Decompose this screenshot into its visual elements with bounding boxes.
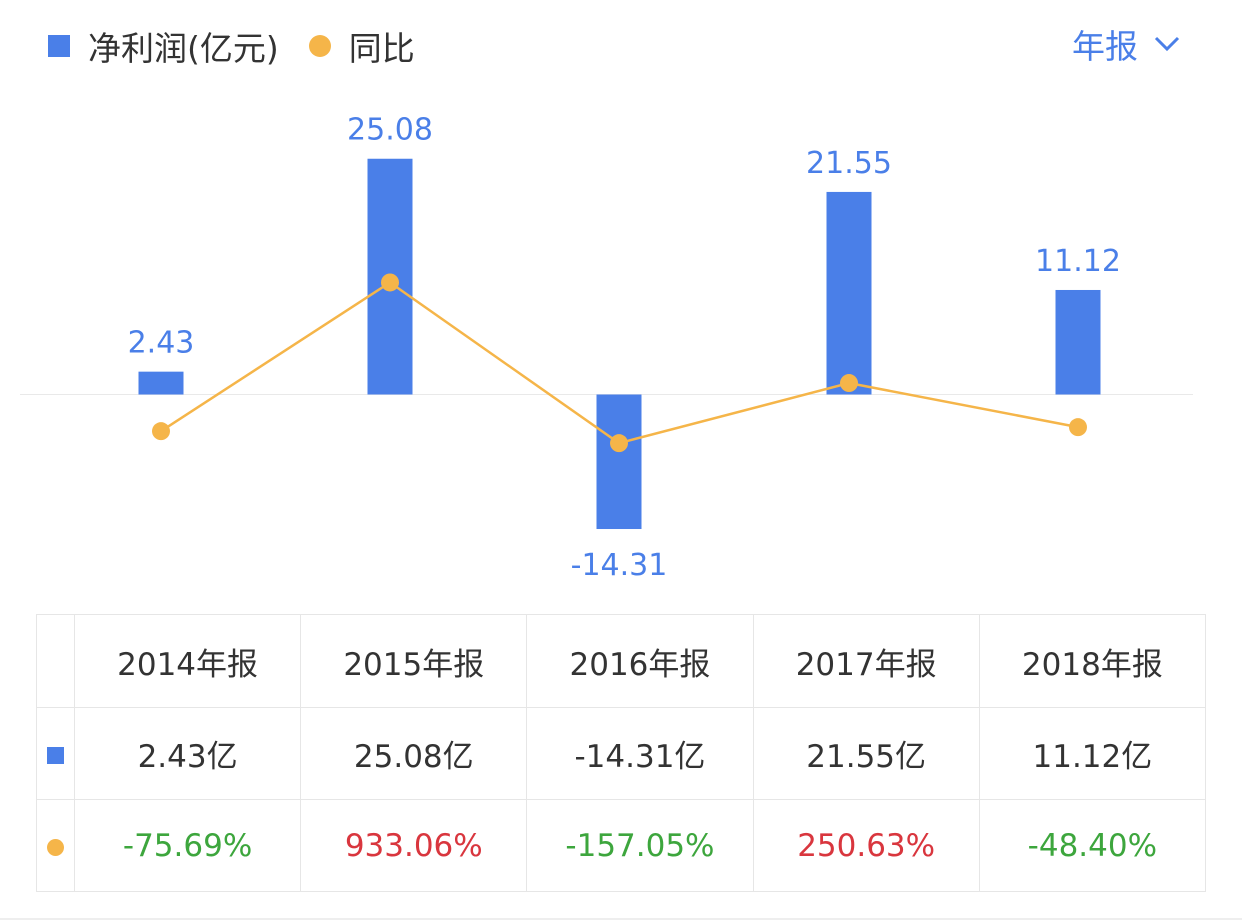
yoy-cell-2017: 250.63% <box>752 799 980 892</box>
chart-legend: 净利润(亿元) 同比 <box>48 24 445 68</box>
bar-label-2016年报: -14.31 <box>571 548 668 583</box>
table-row-yoy: -75.69% 933.06% -157.05% 250.63% -48.40% <box>36 799 1207 892</box>
net-profit-row-icon-cell <box>36 707 75 800</box>
bar-label-2017年报: 21.55 <box>806 146 892 181</box>
net-profit-cell-2015: 25.08亿 <box>300 707 528 800</box>
legend-item-net-profit[interactable]: 净利润(亿元) <box>48 22 279 70</box>
bar-label-group: 2.43 25.08 -14.31 21.55 11.12 <box>128 113 1121 583</box>
period-selector[interactable]: 年报 <box>1072 22 1180 66</box>
bar-label-2018年报: 11.12 <box>1035 244 1121 279</box>
yoy-row-dot-icon <box>47 838 64 856</box>
data-table: 2014年报 2015年报 2016年报 2017年报 2018年报 2.43亿… <box>36 614 1207 892</box>
table-header-row: 2014年报 2015年报 2016年报 2017年报 2018年报 <box>36 614 1207 708</box>
legend-net-profit-label: 净利润(亿元) <box>88 29 279 68</box>
bar-group <box>138 158 1101 530</box>
yoy-cell-2015: 933.06% <box>300 799 528 892</box>
legend-yoy-label: 同比 <box>348 29 415 68</box>
chevron-down-icon <box>1154 36 1180 52</box>
net-profit-legend-square-icon <box>48 35 70 57</box>
yoy-point-2016年报[interactable] <box>610 434 628 453</box>
yoy-point-2014年报[interactable] <box>152 422 170 441</box>
table-row-net-profit: 2.43亿 25.08亿 -14.31亿 21.55亿 11.12亿 <box>36 707 1207 800</box>
bar-2016年报[interactable] <box>596 394 642 530</box>
yoy-legend-dot-icon <box>308 35 331 57</box>
net-profit-cell-2016: -14.31亿 <box>526 707 754 800</box>
net-profit-chart: 2.43 25.08 -14.31 21.55 11.12 <box>20 113 1193 583</box>
bar-label-2015年报: 25.08 <box>347 113 433 148</box>
bottom-divider <box>0 918 1242 920</box>
table-header-2015: 2015年报 <box>300 614 528 708</box>
period-selector-label: 年报 <box>1072 27 1138 66</box>
table-header-2017: 2017年报 <box>752 614 980 708</box>
bar-2018年报[interactable] <box>1055 289 1101 395</box>
bar-label-2014年报: 2.43 <box>128 326 195 361</box>
bar-2014年报[interactable] <box>138 371 184 395</box>
yoy-cell-2014: -75.69% <box>73 799 302 892</box>
table-header-2018: 2018年报 <box>978 614 1207 708</box>
legend-item-yoy[interactable]: 同比 <box>308 22 415 70</box>
net-profit-cell-2014: 2.43亿 <box>73 707 302 800</box>
bar-2017年报[interactable] <box>826 191 872 395</box>
yoy-cell-2016: -157.05% <box>526 799 754 892</box>
yoy-cell-2018: -48.40% <box>978 799 1207 892</box>
net-profit-row-square-icon <box>47 746 64 764</box>
table-header-2016: 2016年报 <box>526 614 754 708</box>
table-corner-cell <box>36 614 75 708</box>
yoy-line-group <box>152 273 1087 453</box>
yoy-point-2017年报[interactable] <box>840 374 858 393</box>
table-header-2014: 2014年报 <box>73 614 302 708</box>
net-profit-cell-2018: 11.12亿 <box>978 707 1207 800</box>
yoy-row-icon-cell <box>36 799 75 892</box>
yoy-point-2015年报[interactable] <box>381 273 399 292</box>
yoy-point-2018年报[interactable] <box>1069 418 1087 437</box>
net-profit-cell-2017: 21.55亿 <box>752 707 980 800</box>
